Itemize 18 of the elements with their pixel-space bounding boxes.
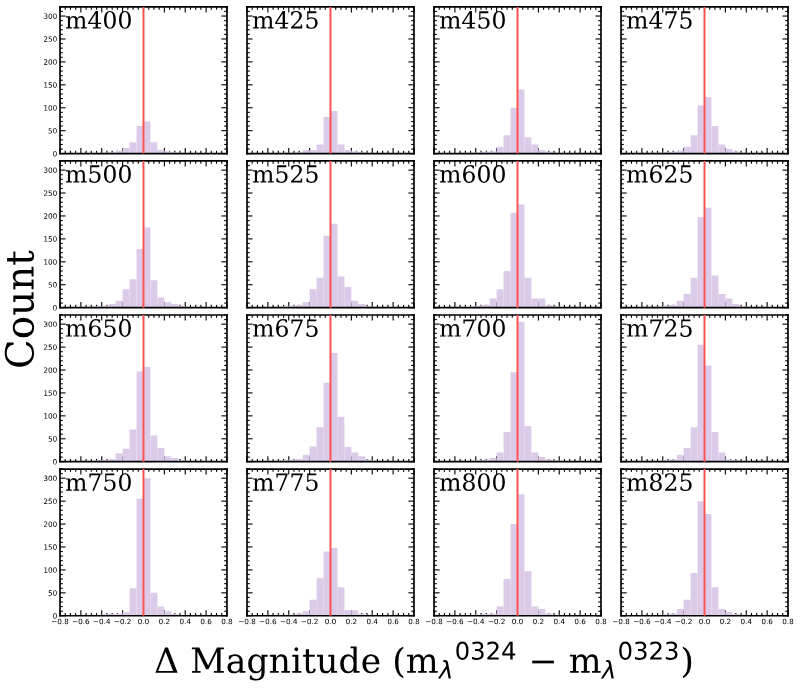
chart-title: m650 [65, 319, 131, 337]
chart-title: m775 [252, 473, 318, 491]
chart-title: m475 [626, 10, 692, 29]
chart-title: m400 [65, 10, 131, 29]
chart-title: m625 [626, 165, 692, 183]
x-axis-title: Δ Magnitude (m$_{λ}$$^{0324}$ − m$_{λ}$$^{0323}$) [155, 641, 692, 681]
chart-title: m700 [439, 319, 505, 337]
chart-title: m800 [439, 473, 505, 491]
chart-title: m425 [252, 10, 318, 29]
chart-title: m500 [65, 165, 131, 183]
chart-title: m450 [439, 10, 505, 29]
chart-title: m525 [252, 165, 318, 183]
chart-title: m725 [626, 319, 692, 337]
y-axis-title: Count [4, 250, 35, 367]
chart-title: m675 [252, 319, 318, 337]
chart-title: m825 [626, 473, 692, 491]
chart-title: m600 [439, 165, 505, 183]
chart-title: m750 [65, 473, 131, 491]
